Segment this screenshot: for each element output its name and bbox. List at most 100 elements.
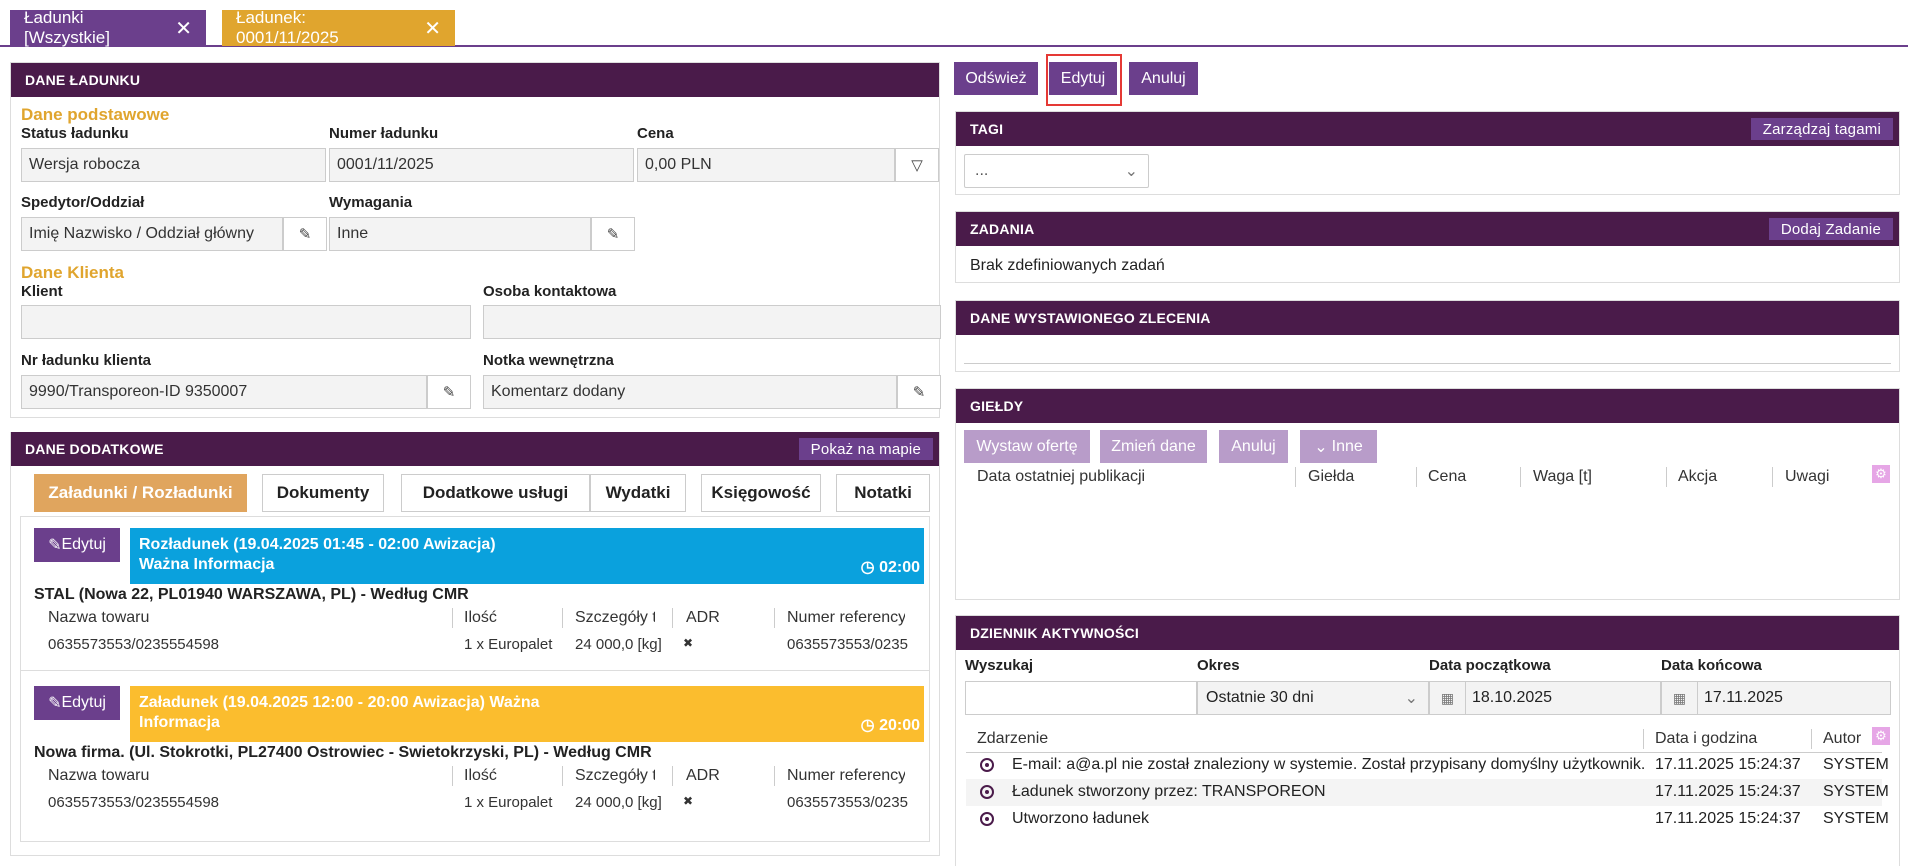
client-field[interactable] bbox=[21, 305, 471, 339]
clock-time: ◷ 20:00 bbox=[860, 717, 920, 734]
publish-offer-button[interactable]: Wystaw ofertę bbox=[964, 430, 1090, 463]
panel-title-text: ZADANIA bbox=[970, 221, 1035, 237]
internal-note-field[interactable]: Komentarz dodany bbox=[483, 375, 897, 409]
tab-label: Ładunki [Wszystkie] bbox=[24, 8, 110, 47]
client-load-number-field[interactable]: 9990/Transporeon-ID 9350007 bbox=[21, 375, 427, 409]
chevron-down-icon: ⌄ bbox=[1314, 438, 1328, 456]
add-task-button[interactable]: Dodaj Zadanie bbox=[1768, 218, 1893, 240]
end-date-field[interactable]: ▦ 17.11.2025 bbox=[1661, 681, 1891, 715]
unloading-band: Rozładunek (19.04.2025 01:45 - 02:00 Awi… bbox=[130, 528, 924, 584]
col-goods: Nazwa towaru bbox=[48, 767, 150, 784]
col-notes: Uwagi bbox=[1785, 468, 1830, 485]
stops-container bbox=[20, 516, 930, 842]
event-icon bbox=[980, 785, 994, 799]
client-load-number-label: Nr ładunku klienta bbox=[21, 352, 152, 369]
search-input[interactable] bbox=[965, 681, 1197, 715]
forwarder-field[interactable]: Imię Nazwisko / Oddział główny bbox=[21, 217, 283, 251]
divider bbox=[452, 608, 453, 628]
subtab-expenses[interactable]: Wydatki bbox=[590, 474, 686, 512]
price-field[interactable]: 0,00 PLN bbox=[637, 148, 895, 182]
edit-button[interactable]: Edytuj bbox=[1049, 62, 1117, 95]
col-ref: Numer referency bbox=[787, 767, 905, 784]
log-date: 17.11.2025 15:24:37 bbox=[1655, 756, 1801, 773]
filter-icon[interactable]: ▽ bbox=[895, 148, 939, 182]
log-event: Ładunek stworzony przez: TRANSPOREON bbox=[1012, 783, 1326, 800]
tab-load-detail[interactable]: Ładunek: 0001/11/2025 ✕ bbox=[222, 8, 455, 47]
manage-tags-button[interactable]: Zarządzaj tagami bbox=[1750, 118, 1893, 140]
calendar-icon: ▦ bbox=[1662, 682, 1698, 714]
end-date-value: 17.11.2025 bbox=[1704, 689, 1783, 706]
tasks-panel: ZADANIA Dodaj Zadanie Brak zdefiniowanyc… bbox=[955, 211, 1900, 283]
edit-label: Edytuj bbox=[61, 536, 106, 553]
edit-icon[interactable]: ✎ bbox=[427, 375, 471, 409]
subtab-notes[interactable]: Notatki bbox=[836, 474, 930, 512]
start-date-value: 18.10.2025 bbox=[1472, 689, 1553, 706]
close-icon[interactable]: ✕ bbox=[175, 17, 192, 40]
stop-edit-button[interactable]: ✎ Edytuj bbox=[34, 686, 120, 720]
divider bbox=[1416, 467, 1417, 487]
loading-band: Załadunek (19.04.2025 12:00 - 20:00 Awiz… bbox=[130, 686, 924, 742]
divider bbox=[1295, 467, 1296, 487]
col-ref: Numer referency bbox=[787, 609, 905, 626]
log-date: 17.11.2025 15:24:37 bbox=[1655, 810, 1801, 827]
status-label: Status ładunku bbox=[21, 125, 129, 142]
exchanges-panel: GIEŁDY bbox=[955, 388, 1900, 600]
start-date-field[interactable]: ▦ 18.10.2025 bbox=[1429, 681, 1661, 715]
edit-icon[interactable]: ✎ bbox=[591, 217, 635, 251]
load-number-field[interactable]: 0001/11/2025 bbox=[329, 148, 634, 182]
subtab-loadings[interactable]: Załadunki / Rozładunki bbox=[34, 474, 247, 512]
requirements-label: Wymagania bbox=[329, 194, 413, 211]
cancel-button[interactable]: Anuluj bbox=[1129, 62, 1198, 95]
client-label: Klient bbox=[21, 283, 63, 300]
subtab-documents[interactable]: Dokumenty bbox=[262, 474, 384, 512]
panel-title: DANE DODATKOWE Pokaż na mapie bbox=[11, 432, 939, 466]
col-qty: Ilość bbox=[464, 609, 497, 626]
other-button[interactable]: ⌄ Inne bbox=[1300, 430, 1377, 463]
edit-icon[interactable]: ✎ bbox=[897, 375, 941, 409]
status-field[interactable]: Wersja robocza bbox=[21, 148, 326, 182]
col-qty: Ilość bbox=[464, 767, 497, 784]
panel-title: DZIENNIK AKTYWNOŚCI bbox=[956, 616, 1899, 650]
stop-edit-button[interactable]: ✎ Edytuj bbox=[34, 528, 120, 562]
close-icon[interactable]: ✕ bbox=[424, 17, 441, 40]
divider bbox=[1643, 729, 1644, 749]
tags-select[interactable]: ... ⌄ bbox=[964, 154, 1149, 188]
divider bbox=[966, 752, 1882, 753]
divider bbox=[964, 363, 1891, 364]
event-icon bbox=[980, 812, 994, 826]
gear-icon[interactable]: ⚙ bbox=[1872, 465, 1890, 483]
tab-loads-all[interactable]: Ładunki [Wszystkie] ✕ bbox=[10, 8, 206, 47]
period-value: Ostatnie 30 dni bbox=[1206, 689, 1314, 706]
subtab-accounting[interactable]: Księgowość bbox=[701, 474, 821, 512]
section-basic: Dane podstawowe bbox=[21, 105, 170, 124]
edit-button-highlight bbox=[1046, 54, 1122, 106]
other-label: Inne bbox=[1331, 437, 1363, 455]
edit-icon[interactable]: ✎ bbox=[283, 217, 327, 251]
log-date: 17.11.2025 15:24:37 bbox=[1655, 783, 1801, 800]
start-date-label: Data początkowa bbox=[1429, 657, 1551, 674]
price-label: Cena bbox=[637, 125, 674, 142]
refresh-button[interactable]: Odśwież bbox=[954, 62, 1038, 95]
tab-bar: Ładunki [Wszystkie] ✕ Ładunek: 0001/11/2… bbox=[0, 0, 1908, 47]
log-author: SYSTEM bbox=[1823, 783, 1889, 800]
divider bbox=[562, 766, 563, 786]
cancel-exchange-button[interactable]: Anuluj bbox=[1219, 430, 1288, 463]
change-data-button[interactable]: Zmień dane bbox=[1100, 430, 1207, 463]
divider bbox=[1666, 467, 1667, 487]
subtab-services[interactable]: Dodatkowe usługi bbox=[401, 474, 590, 512]
divider bbox=[562, 608, 563, 628]
order-data-panel: DANE WYSTAWIONEGO ZLECENIA bbox=[955, 300, 1900, 372]
contact-field[interactable] bbox=[483, 305, 941, 339]
gear-icon[interactable]: ⚙ bbox=[1872, 727, 1890, 745]
tab-label: Ładunek: 0001/11/2025 bbox=[236, 8, 339, 47]
end-date-label: Data końcowa bbox=[1661, 657, 1762, 674]
requirements-field[interactable]: Inne bbox=[329, 217, 591, 251]
period-select[interactable]: Ostatnie 30 dni ⌄ bbox=[1197, 681, 1429, 715]
col-last-publication: Data ostatniej publikacji bbox=[977, 468, 1146, 485]
col-price: Cena bbox=[1428, 468, 1467, 485]
col-adr: ADR bbox=[686, 767, 720, 784]
show-on-map-button[interactable]: Pokaż na mapie bbox=[798, 438, 933, 460]
panel-title: GIEŁDY bbox=[956, 389, 1899, 423]
cross-icon: ✖ bbox=[683, 636, 694, 650]
log-author: SYSTEM bbox=[1823, 756, 1889, 773]
